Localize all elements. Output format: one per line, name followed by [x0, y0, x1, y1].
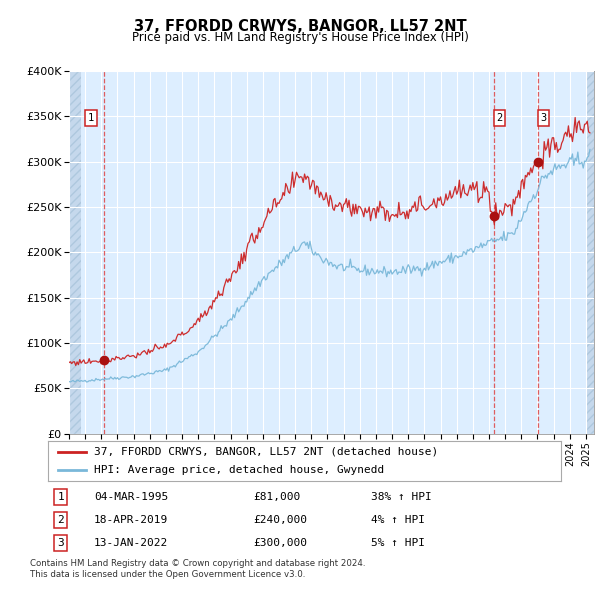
Text: Contains HM Land Registry data © Crown copyright and database right 2024.: Contains HM Land Registry data © Crown c…: [30, 559, 365, 568]
Text: 2: 2: [58, 515, 64, 525]
Text: 38% ↑ HPI: 38% ↑ HPI: [371, 492, 432, 502]
Text: £300,000: £300,000: [253, 538, 307, 548]
Bar: [586, 71, 594, 434]
Text: Price paid vs. HM Land Registry's House Price Index (HPI): Price paid vs. HM Land Registry's House …: [131, 31, 469, 44]
Text: £81,000: £81,000: [253, 492, 301, 502]
Text: HPI: Average price, detached house, Gwynedd: HPI: Average price, detached house, Gwyn…: [94, 465, 385, 475]
Text: This data is licensed under the Open Government Licence v3.0.: This data is licensed under the Open Gov…: [30, 570, 305, 579]
Text: 1: 1: [58, 492, 64, 502]
Bar: [69, 71, 81, 434]
Text: £240,000: £240,000: [253, 515, 307, 525]
Text: 37, FFORDD CRWYS, BANGOR, LL57 2NT (detached house): 37, FFORDD CRWYS, BANGOR, LL57 2NT (deta…: [94, 447, 439, 457]
Text: 3: 3: [541, 113, 547, 123]
Text: 1: 1: [88, 113, 94, 123]
Text: 04-MAR-1995: 04-MAR-1995: [94, 492, 169, 502]
Text: 4% ↑ HPI: 4% ↑ HPI: [371, 515, 425, 525]
Text: 37, FFORDD CRWYS, BANGOR, LL57 2NT: 37, FFORDD CRWYS, BANGOR, LL57 2NT: [134, 19, 466, 34]
Text: 3: 3: [58, 538, 64, 548]
Text: 5% ↑ HPI: 5% ↑ HPI: [371, 538, 425, 548]
Text: 2: 2: [496, 113, 502, 123]
Text: 13-JAN-2022: 13-JAN-2022: [94, 538, 169, 548]
Text: 18-APR-2019: 18-APR-2019: [94, 515, 169, 525]
